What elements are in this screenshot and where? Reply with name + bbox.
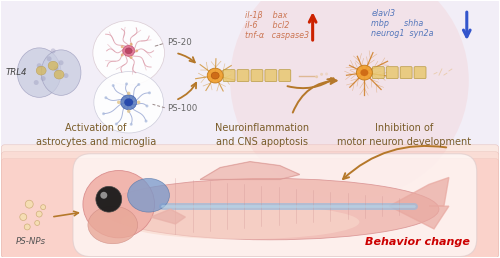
Text: PS-20: PS-20 (168, 38, 192, 47)
Polygon shape (200, 162, 300, 180)
Ellipse shape (315, 75, 318, 78)
Ellipse shape (88, 206, 138, 244)
Text: Inhibition of
motor neuron development: Inhibition of motor neuron development (337, 123, 471, 147)
Ellipse shape (356, 65, 372, 80)
Ellipse shape (34, 221, 40, 225)
Ellipse shape (127, 92, 130, 95)
Ellipse shape (40, 205, 46, 209)
Ellipse shape (48, 61, 58, 70)
FancyBboxPatch shape (2, 159, 498, 257)
Ellipse shape (325, 72, 328, 75)
FancyBboxPatch shape (2, 152, 498, 257)
Text: PS-100: PS-100 (168, 104, 198, 113)
Text: Activation of
astrocytes and microglia: Activation of astrocytes and microglia (36, 123, 156, 147)
Ellipse shape (130, 43, 132, 46)
Ellipse shape (320, 73, 323, 76)
Ellipse shape (94, 72, 164, 133)
FancyBboxPatch shape (386, 67, 398, 78)
Ellipse shape (207, 68, 223, 83)
Ellipse shape (96, 186, 122, 212)
Ellipse shape (122, 45, 134, 56)
Text: mbp      shha: mbp shha (372, 19, 424, 28)
Ellipse shape (211, 72, 219, 79)
Ellipse shape (130, 56, 132, 59)
Ellipse shape (41, 50, 81, 95)
Ellipse shape (148, 91, 151, 94)
Ellipse shape (115, 123, 118, 125)
Polygon shape (389, 178, 449, 229)
Text: Neuroinflammation
and CNS apoptosis: Neuroinflammation and CNS apoptosis (215, 123, 309, 147)
Ellipse shape (34, 80, 38, 85)
Text: PS-NPs: PS-NPs (16, 237, 46, 246)
Ellipse shape (120, 45, 124, 48)
Ellipse shape (83, 171, 154, 238)
Ellipse shape (120, 53, 124, 57)
FancyBboxPatch shape (2, 145, 498, 257)
Text: il-6      bcl2: il-6 bcl2 (245, 21, 290, 30)
Ellipse shape (120, 205, 360, 239)
Ellipse shape (146, 104, 148, 108)
Ellipse shape (130, 123, 132, 126)
Ellipse shape (24, 224, 30, 230)
Text: il-1β    bax: il-1β bax (245, 11, 288, 20)
FancyBboxPatch shape (0, 0, 500, 155)
FancyBboxPatch shape (251, 70, 263, 82)
Ellipse shape (36, 211, 42, 217)
Ellipse shape (125, 48, 132, 54)
Ellipse shape (36, 63, 42, 68)
Ellipse shape (64, 73, 68, 78)
Ellipse shape (46, 56, 52, 61)
Ellipse shape (124, 98, 133, 106)
Ellipse shape (137, 101, 140, 104)
Ellipse shape (127, 109, 130, 113)
Text: neurog1  syn2a: neurog1 syn2a (372, 29, 434, 38)
FancyBboxPatch shape (223, 70, 235, 82)
Text: Behavior change: Behavior change (364, 237, 470, 247)
Ellipse shape (40, 76, 46, 81)
FancyBboxPatch shape (237, 70, 249, 82)
Ellipse shape (135, 49, 138, 52)
Ellipse shape (138, 83, 140, 86)
FancyBboxPatch shape (265, 70, 277, 82)
Ellipse shape (125, 82, 128, 85)
Ellipse shape (360, 69, 368, 76)
Ellipse shape (100, 192, 107, 199)
Ellipse shape (26, 200, 33, 208)
Polygon shape (150, 209, 186, 224)
Ellipse shape (20, 214, 26, 221)
Ellipse shape (93, 21, 164, 85)
Ellipse shape (112, 84, 114, 87)
Ellipse shape (117, 101, 120, 104)
Ellipse shape (58, 60, 64, 65)
Ellipse shape (54, 66, 59, 71)
Ellipse shape (54, 70, 64, 79)
Ellipse shape (101, 179, 439, 240)
Text: elavl3: elavl3 (372, 9, 396, 18)
Text: tnf-α   caspase3: tnf-α caspase3 (245, 31, 309, 40)
FancyBboxPatch shape (73, 154, 476, 257)
FancyBboxPatch shape (372, 67, 384, 78)
Circle shape (230, 0, 469, 199)
FancyBboxPatch shape (400, 67, 412, 78)
Ellipse shape (50, 49, 56, 53)
Ellipse shape (144, 120, 148, 123)
Ellipse shape (36, 66, 46, 75)
FancyBboxPatch shape (279, 70, 291, 82)
Ellipse shape (18, 48, 61, 97)
Ellipse shape (120, 95, 136, 110)
Text: TRL4: TRL4 (6, 68, 27, 77)
Ellipse shape (128, 179, 170, 212)
Ellipse shape (104, 96, 108, 99)
Ellipse shape (102, 112, 105, 115)
FancyBboxPatch shape (414, 67, 426, 78)
